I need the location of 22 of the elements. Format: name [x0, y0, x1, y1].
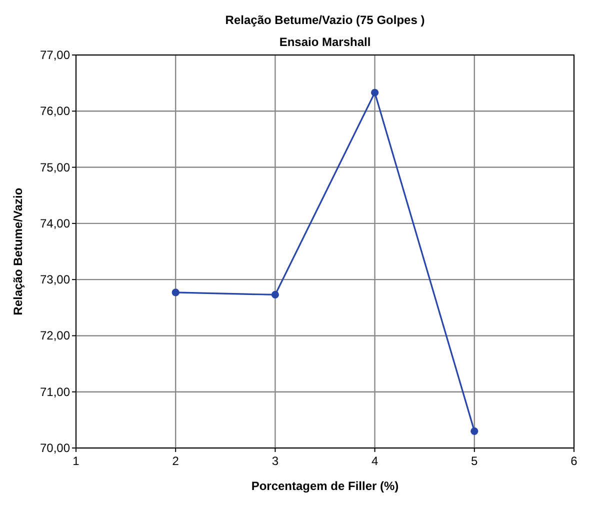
y-tick-label: 72,00	[40, 328, 70, 343]
y-tick-label: 73,00	[40, 272, 70, 287]
y-axis-title: Relação Betume/Vazio	[11, 188, 25, 316]
y-tick-label: 70,00	[40, 441, 70, 455]
y-tick-label: 76,00	[40, 104, 70, 118]
point	[271, 290, 279, 299]
x-axis-title: Porcentagem de Filler (%)	[251, 479, 399, 493]
y-tick-label: 71,00	[40, 384, 70, 399]
x-tick-label: 6	[570, 454, 578, 468]
chart-subtitle: Ensaio Marshall	[279, 35, 371, 49]
y-tick-label: 74,00	[40, 216, 70, 230]
y-tick-label: 75,00	[40, 160, 70, 174]
y-tick-label: 77,00	[40, 48, 70, 62]
point	[172, 288, 180, 296]
point	[371, 88, 379, 96]
x-tick-label: 5	[471, 454, 478, 468]
x-tick-label: 4	[371, 454, 378, 468]
x-tick-label: 2	[172, 454, 180, 468]
x-tick-label: 1	[72, 454, 80, 468]
point	[470, 427, 478, 435]
x-tick-label: 3	[272, 454, 279, 468]
chart-title: Relação Betume/Vazio (75 Golpes )	[225, 13, 425, 27]
